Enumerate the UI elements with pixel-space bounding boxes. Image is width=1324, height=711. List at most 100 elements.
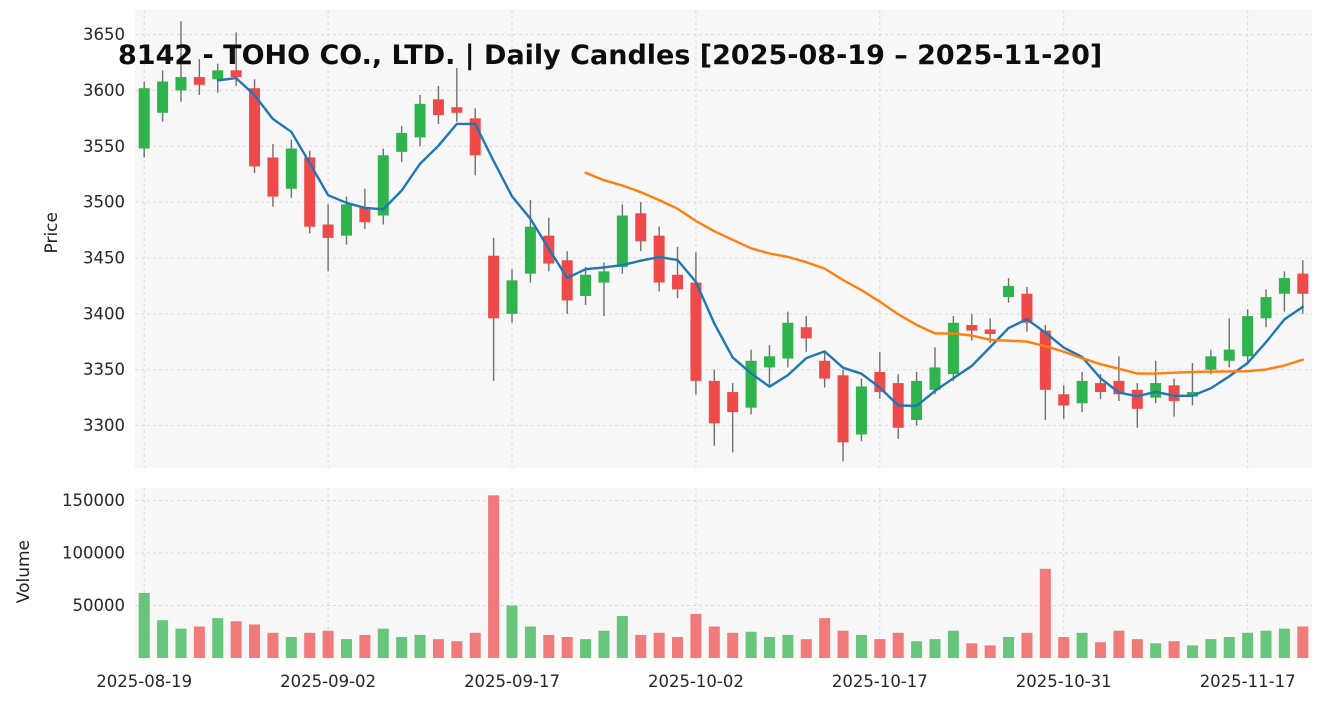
volume-bar [267,632,279,658]
candle-body [653,235,665,283]
volume-bar [469,632,481,658]
volume-bar [157,620,169,658]
candle-body [763,356,775,368]
volume-bar [1260,630,1272,658]
candle-body [285,148,297,189]
candle-body [672,274,684,290]
price-tick-label: 3350 [83,360,125,379]
candle-body [984,329,996,334]
volume-bar [212,618,224,658]
candle-body [1278,278,1290,294]
candles [138,21,1309,462]
volume-bar [635,634,647,658]
candle-body [488,255,500,319]
volume-bar [304,632,316,658]
candle-body [561,260,573,301]
volume-bar [855,634,867,658]
candle-body [138,88,150,149]
candle-body [1205,356,1217,370]
date-tick-label: 2025-11-17 [1200,672,1296,691]
volume-tick-label: 100000 [62,544,125,563]
volume-bar [745,631,757,658]
volume-bar [377,628,389,658]
price-axis-label: Price [42,212,62,254]
volume-bar [984,645,996,658]
volume-bar [1242,632,1254,658]
candle-body [837,375,849,443]
candle-body [469,118,481,156]
candle-body [874,371,886,393]
candle-body [1168,385,1180,401]
candle-body [598,271,610,283]
volume-bar [1186,645,1198,658]
candle-body [727,392,739,413]
candle-body [782,322,794,359]
candle-body [1131,389,1143,409]
candle-body [800,327,812,339]
candle-body [1095,383,1107,393]
volume-bar [432,639,444,658]
price-tick-label: 3500 [83,193,125,212]
candle-body [1058,394,1070,406]
candle-body [1021,293,1033,323]
volume-bar [598,630,610,658]
candle-body [1076,380,1088,404]
volume-bar [1076,632,1088,658]
volume-bar [727,632,739,658]
candle-body [1297,273,1309,294]
candle-body [1186,392,1198,397]
date-tick-label: 2025-10-02 [648,672,744,691]
volume-bars [138,495,1309,658]
volume-bar [947,630,959,658]
candle-body [322,224,334,238]
volume-bar [837,630,849,658]
volume-bar [524,626,536,658]
volume-bar [782,634,794,658]
volume-bar [1021,632,1033,658]
volume-bar [138,592,150,658]
candle-body [267,157,279,197]
volume-bar [322,630,334,658]
volume-bar [1278,628,1290,658]
volume-bar [488,495,500,658]
date-tick-label: 2025-09-17 [464,672,560,691]
volume-bar [1058,637,1070,658]
sma5-line [216,76,1304,408]
candle-body [359,207,371,223]
volume-bar [690,613,702,658]
volume-bar [672,637,684,658]
candle-body [414,103,426,138]
candle-body [451,107,463,113]
candle-body [249,88,261,167]
volume-bar [653,632,665,658]
volume-bar [193,626,205,658]
volume-bar [175,628,187,658]
volume-bar [763,637,775,658]
price-tick-label: 3400 [83,304,125,323]
volume-bar [1131,639,1143,658]
candle-body [212,70,224,80]
price-tick-label: 3550 [83,137,125,156]
candle-body [1039,330,1051,390]
candle-body [966,325,978,331]
volume-bar [1095,642,1107,658]
volume-bar [1223,637,1235,658]
volume-bar [800,639,812,658]
candle-body [432,99,444,116]
candle-body [304,157,316,227]
volume-bar [874,639,886,658]
candle-body [855,386,867,435]
price-tick-label: 3600 [83,81,125,100]
candle-body [690,282,702,381]
candle-body [193,77,205,85]
candle-body [1242,316,1254,357]
volume-bar [230,621,242,658]
volume-bar [340,639,352,658]
candle-body [635,213,647,242]
sma25-line [584,171,1304,375]
volume-axis-label: Volume [14,540,34,604]
candle-body [745,360,757,408]
price-tick-label: 3450 [83,248,125,267]
